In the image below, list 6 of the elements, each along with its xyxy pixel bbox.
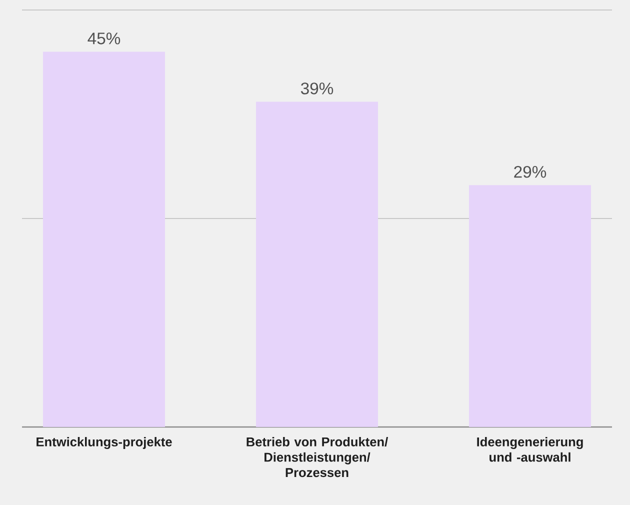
x-tick-label: Ideengenerierung und -auswahl	[477, 437, 583, 462]
data-label: 29%	[514, 166, 546, 178]
x-tick-label: Entwicklungs-projekte	[36, 437, 172, 450]
x-tick-label: Betrieb von Produkten/ Dienstleistungen/ Prozessen	[246, 437, 388, 478]
data-label: 45%	[88, 32, 120, 44]
data-label: 39%	[300, 82, 334, 94]
